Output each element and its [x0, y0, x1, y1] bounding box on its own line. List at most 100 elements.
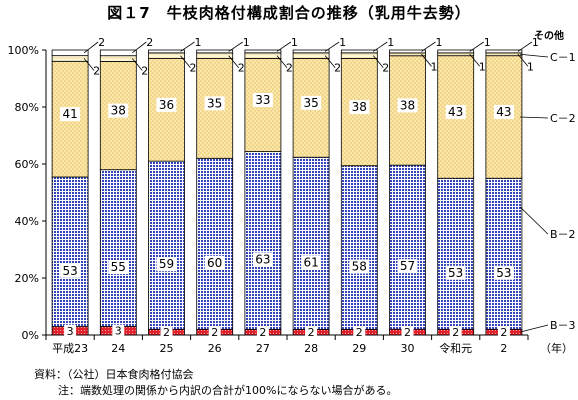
data-label-b3: 2: [404, 326, 411, 339]
data-label-other: 1: [195, 36, 202, 49]
bar-segment: [292, 49, 330, 54]
data-label-b3: 2: [452, 326, 459, 339]
leader-line: [469, 54, 481, 67]
leader-line: [132, 41, 147, 54]
label-box: [305, 326, 318, 338]
chart-title: 図１7 牛枝肉格付構成割合の推移（乳用牛去勢）: [107, 4, 471, 22]
data-label-c1: 1: [479, 60, 486, 73]
label-box: [64, 324, 77, 336]
bar-segment: [340, 49, 378, 54]
label-box: [160, 326, 173, 338]
legend-leader: [519, 206, 549, 235]
x-tick-label: 平成23: [52, 342, 88, 355]
data-label-b2: 59: [159, 257, 174, 271]
leader-line: [324, 55, 336, 68]
data-label-c2: 33: [255, 93, 270, 107]
y-tick-label: 0%: [22, 329, 39, 342]
bar-segment: [340, 52, 378, 59]
x-tick-label: 27: [256, 342, 270, 355]
data-label-b2: 53: [496, 266, 511, 280]
data-label-other: 2: [98, 36, 105, 49]
data-label-b3: 2: [163, 326, 170, 339]
leader-line: [517, 54, 529, 67]
label-box: [60, 107, 81, 122]
leader-line: [83, 58, 95, 71]
leader-line: [517, 41, 533, 52]
legend-label: C－1: [550, 51, 576, 64]
x-tick-label: 25: [160, 342, 174, 355]
label-box: [256, 326, 269, 338]
data-label-c2: 36: [159, 98, 174, 112]
data-label-b2: 53: [62, 264, 77, 278]
bar-segment: [485, 52, 523, 57]
bar-segment: [485, 177, 523, 330]
y-tick-label: 20%: [15, 272, 39, 285]
y-tick-label: 80%: [15, 101, 39, 114]
label-box: [493, 265, 514, 280]
bar-segment: [148, 49, 185, 54]
label-box: [445, 104, 466, 119]
leader-line: [180, 41, 195, 52]
label-box: [301, 255, 322, 270]
leader-line: [276, 55, 288, 68]
x-tick-label: 24: [111, 342, 125, 355]
label-box: [108, 103, 129, 118]
y-tick-label: 40%: [15, 215, 39, 228]
leader-line: [180, 55, 191, 68]
data-label-c1: 2: [286, 62, 293, 75]
x-tick-label: 2: [500, 342, 507, 355]
y-tick-label: 60%: [15, 158, 39, 171]
axes: 0% 20% 40% 60% 80% 100% 平成23 24 25 26 27 28 29 30 令和元 2…: [8, 44, 573, 355]
bar-segment: [437, 49, 475, 54]
data-label-c1: 2: [238, 62, 245, 75]
label-box: [349, 100, 370, 115]
y-tick-label: 100%: [8, 44, 39, 57]
data-label-other: 1: [243, 36, 250, 49]
data-label-c1: 2: [382, 62, 389, 75]
bar-segment: [196, 49, 234, 54]
legend-label: B－3: [550, 319, 576, 332]
data-label-c2: 38: [352, 100, 367, 114]
leader-line: [83, 41, 99, 54]
bar-segment: [148, 160, 185, 330]
label-box: [252, 252, 273, 267]
legend-leader: [519, 53, 549, 58]
leader-line: [469, 41, 484, 52]
data-label-c2: 41: [62, 107, 77, 121]
leader-line: [228, 55, 240, 68]
label-box: [208, 326, 221, 338]
data-label-b3: 2: [356, 326, 363, 339]
data-label-b3: 2: [259, 326, 266, 339]
data-label-b3: 2: [500, 326, 507, 339]
data-label-c2: 35: [207, 96, 222, 110]
data-label-other: 1: [339, 36, 346, 49]
label-box: [497, 326, 510, 338]
data-label-c1: 2: [93, 64, 100, 77]
data-label-c2: 38: [111, 104, 126, 118]
data-label-other: 1: [532, 36, 539, 49]
data-labels: 3534122355382225936212603521263332126135…: [60, 36, 539, 339]
source-note: 資料：（公社）日本食肉格付協会: [34, 368, 194, 381]
legend-label: B－2: [550, 228, 576, 241]
data-label-b2: 63: [255, 252, 270, 266]
bar-segment: [389, 164, 426, 330]
leader-line: [421, 41, 436, 52]
x-tick-label: 30: [401, 342, 415, 355]
label-box: [156, 97, 177, 112]
data-label-c2: 35: [303, 96, 318, 110]
leader-line: [324, 41, 340, 52]
data-label-other: 1: [387, 36, 394, 49]
data-label-other: 1: [436, 36, 443, 49]
x-tick-label: 29: [352, 342, 366, 355]
x-tick-label: 令和元: [439, 341, 472, 355]
x-tick-label: 28: [304, 342, 318, 355]
leader-line: [131, 58, 143, 71]
label-box: [493, 104, 514, 119]
data-label-c2: 43: [448, 105, 463, 119]
label-box: [112, 324, 125, 336]
legend-leader: [519, 324, 549, 333]
data-label-c1: 2: [141, 65, 148, 78]
data-label-b3: 2: [211, 326, 218, 339]
label-box: [204, 255, 225, 270]
